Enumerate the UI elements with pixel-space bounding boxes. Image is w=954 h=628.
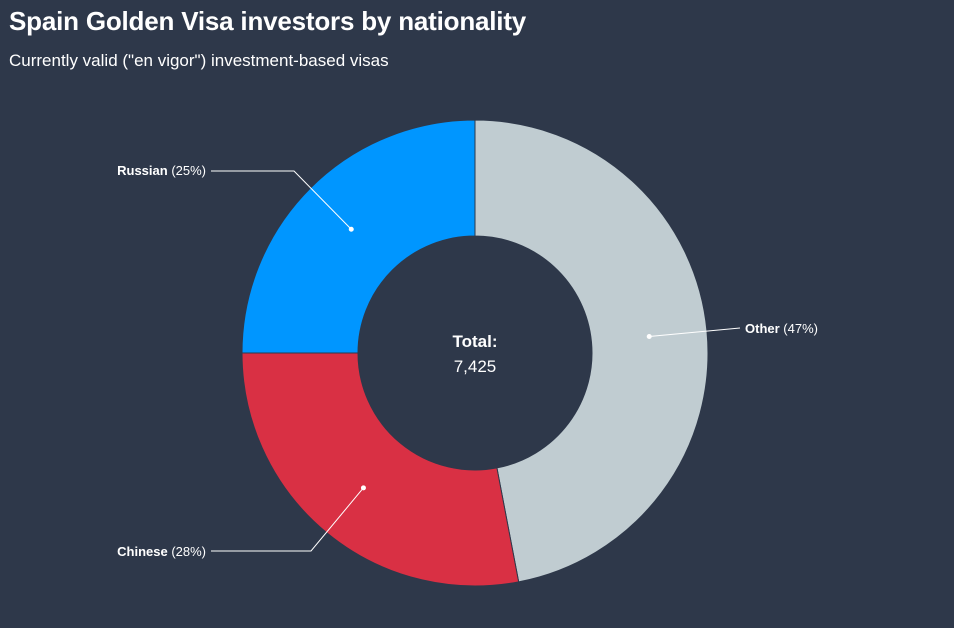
slice-label-name: Other <box>745 321 780 336</box>
slice-label-other: Other (47%) <box>745 321 818 336</box>
slice-other[interactable] <box>474 119 709 583</box>
leader-dot-chinese <box>360 485 366 491</box>
chart-subtitle: Currently valid ("en vigor") investment-… <box>9 51 389 70</box>
slice-label-percent: (28%) <box>168 544 206 559</box>
leader-dot-russian <box>348 226 354 232</box>
slice-label-name: Russian <box>117 163 168 178</box>
leader-dot-other <box>646 334 652 340</box>
center-total-value: 7,425 <box>454 357 497 376</box>
leader-line-russian <box>211 170 352 230</box>
label-leaders <box>211 170 741 552</box>
slice-label-chinese: Chinese (28%) <box>117 544 206 559</box>
slice-chinese[interactable] <box>241 352 520 587</box>
slice-label-russian: Russian (25%) <box>117 163 206 178</box>
slice-label-percent: (25%) <box>168 163 206 178</box>
slice-label-name: Chinese <box>117 544 168 559</box>
chart-title: Spain Golden Visa investors by nationali… <box>9 6 527 36</box>
center-total-label: Total: <box>452 332 497 351</box>
leader-line-other <box>649 327 741 338</box>
leader-line-chinese <box>211 487 364 552</box>
slice-labels: Other (47%) Chinese (28%) Russian (25%) <box>117 163 818 559</box>
slice-label-percent: (47%) <box>780 321 818 336</box>
slice-russian[interactable] <box>241 119 476 354</box>
donut-slices <box>241 119 709 587</box>
